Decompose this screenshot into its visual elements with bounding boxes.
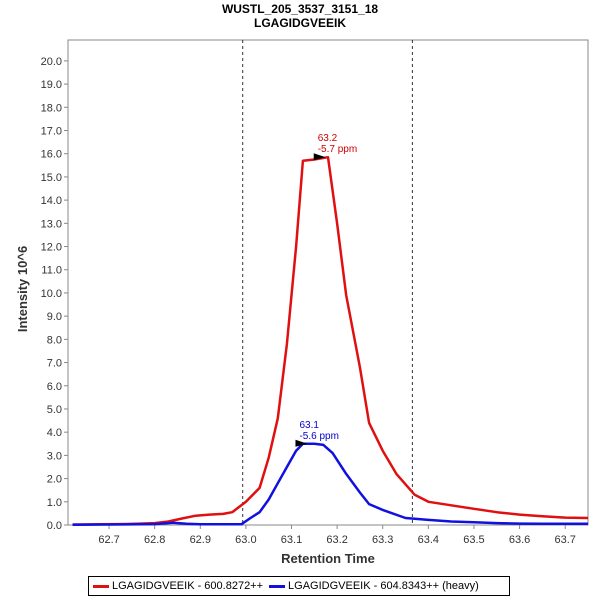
- x-tick-label: 63.0: [235, 534, 256, 546]
- x-axis: 62.7 62.8 62.9 63.0 63.1 63.2 63.3 63.4 63.5 63.6…: [98, 525, 576, 546]
- y-tick-label: 20.0: [41, 56, 62, 68]
- peak-marker-arrow: [313, 153, 326, 161]
- x-tick-label: 63.2: [326, 534, 347, 546]
- peak-rt-label: 63.2: [318, 133, 338, 144]
- peak-ppm-label: -5.6 ppm: [299, 431, 338, 442]
- integration-boundaries: [242, 40, 413, 525]
- series-layer: [72, 155, 589, 527]
- y-tick-label: 1.0: [47, 497, 62, 509]
- x-tick-label: 63.4: [418, 534, 439, 546]
- legend-swatch-light: [93, 584, 109, 588]
- y-tick-label: 10.0: [41, 288, 62, 300]
- y-tick-label: 0.0: [47, 520, 62, 532]
- y-tick-label: 4.0: [47, 427, 62, 439]
- y-tick-label: 6.0: [47, 381, 62, 393]
- y-tick-label: 7.0: [47, 358, 62, 370]
- y-tick-label: 18.0: [41, 102, 62, 114]
- y-tick-label: 8.0: [47, 334, 62, 346]
- legend-swatch-heavy: [269, 584, 286, 588]
- y-tick-label: 13.0: [41, 218, 62, 230]
- y-tick-label: 15.0: [41, 172, 62, 184]
- y-tick-label: 11.0: [41, 265, 62, 277]
- legend: LGAGIDGVEEIK - 600.8272++ LGAGIDGVEEIK -…: [88, 576, 510, 596]
- x-tick-label: 63.1: [281, 534, 302, 546]
- legend-label-heavy: LGAGIDGVEEIK - 604.8343++ (heavy): [288, 580, 479, 592]
- y-tick-label: 3.0: [47, 450, 62, 462]
- y-tick-label: 12.0: [41, 242, 62, 254]
- y-tick-label: 17.0: [41, 126, 62, 138]
- chart-subtitle: LGAGIDGVEEIK: [254, 16, 346, 30]
- y-tick-label: 5.0: [47, 404, 62, 416]
- y-tick-label: 19.0: [41, 79, 62, 91]
- x-tick-label: 63.6: [509, 534, 530, 546]
- peak-annotations: 63.2-5.7 ppm 63.1-5.6 ppm: [295, 133, 357, 447]
- y-axis: 0.0 1.0 2.0 3.0 4.0 5.0 6.0 7.0 8.0 9.0 10.0 11.0 12…: [41, 56, 68, 532]
- peak-ppm-label: -5.7 ppm: [318, 144, 357, 155]
- legend-item-light: LGAGIDGVEEIK - 600.8272++: [93, 580, 263, 592]
- legend-item-heavy: LGAGIDGVEEIK - 604.8343++ (heavy): [269, 580, 479, 592]
- legend-label-light: LGAGIDGVEEIK - 600.8272++: [112, 580, 264, 592]
- x-axis-label: Retention Time: [281, 551, 375, 566]
- x-tick-label: 63.5: [463, 534, 484, 546]
- y-tick-label: 16.0: [41, 149, 62, 161]
- y-tick-label: 2.0: [47, 474, 62, 486]
- y-axis-label: Intensity 10^6: [15, 246, 30, 332]
- chart-title: WUSTL_205_3537_3151_18: [222, 2, 378, 16]
- x-tick-label: 63.3: [372, 534, 393, 546]
- x-tick-label: 62.8: [144, 534, 165, 546]
- peak-rt-label: 63.1: [299, 420, 319, 431]
- x-tick-label: 62.9: [190, 534, 211, 546]
- series-line-heavy: [72, 442, 588, 527]
- peak-marker-arrow: [295, 439, 308, 447]
- y-tick-label: 9.0: [47, 311, 62, 323]
- plot-area: [67, 39, 589, 526]
- series-line-light: [72, 155, 589, 526]
- x-tick-label: 63.7: [554, 534, 575, 546]
- x-tick-label: 62.7: [98, 534, 119, 546]
- y-tick-label: 14.0: [41, 195, 62, 207]
